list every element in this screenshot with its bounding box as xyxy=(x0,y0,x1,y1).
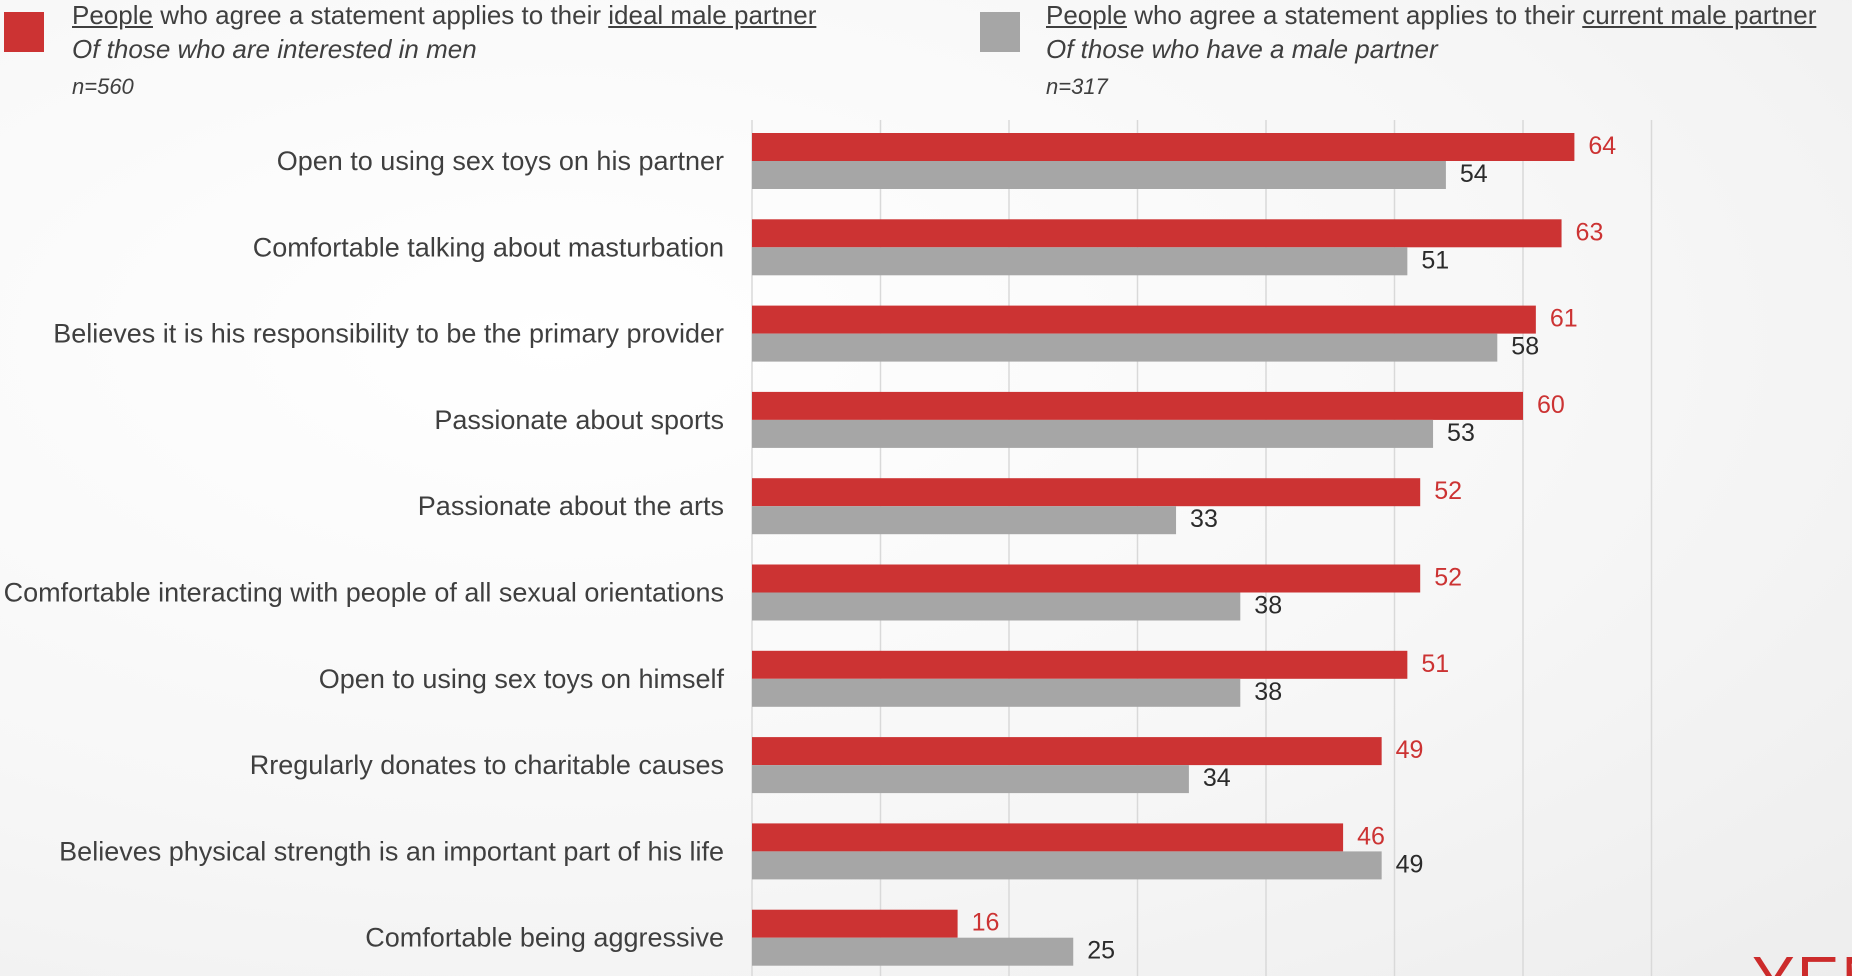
category-label: Comfortable talking about masturbation xyxy=(253,232,724,262)
bar-current xyxy=(752,161,1446,189)
legend-ideal-target: ideal male partner xyxy=(608,0,817,30)
legend-current-target: current male partner xyxy=(1582,0,1817,30)
value-label-current: 53 xyxy=(1447,419,1475,447)
category-label: Passionate about sports xyxy=(434,405,724,435)
value-label-ideal: 52 xyxy=(1434,477,1462,505)
value-label-ideal: 64 xyxy=(1588,132,1616,160)
category-label: Open to using sex toys on himself xyxy=(319,664,725,694)
bar-ideal xyxy=(752,737,1382,766)
bar-ideal xyxy=(752,909,958,938)
bar-current xyxy=(752,765,1189,794)
legend-current-title: People who agree a statement applies to … xyxy=(1046,0,1816,31)
category-label: Passionate about the arts xyxy=(418,491,724,521)
value-label-current: 58 xyxy=(1511,333,1539,361)
value-label-current: 54 xyxy=(1460,160,1488,188)
value-label-ideal: 52 xyxy=(1434,564,1462,592)
legend-current-text: who agree a statement applies to their xyxy=(1126,0,1583,30)
bar-current xyxy=(752,247,1408,276)
value-label-current: 34 xyxy=(1203,764,1231,792)
category-label: Comfortable being aggressive xyxy=(365,923,724,953)
bar-ideal xyxy=(752,823,1344,852)
value-label-ideal: 51 xyxy=(1421,650,1449,678)
bar-current xyxy=(752,678,1241,707)
category-label: Believes physical strength is an importa… xyxy=(59,836,724,866)
bar-ideal xyxy=(752,133,1575,161)
bar-ideal xyxy=(752,650,1408,679)
bar-ideal xyxy=(752,564,1421,593)
bar-current xyxy=(752,937,1074,966)
legend-swatch-current xyxy=(980,12,1020,52)
value-label-ideal: 63 xyxy=(1576,218,1604,246)
category-label: Open to using sex toys on his partner xyxy=(277,146,724,176)
value-label-ideal: 60 xyxy=(1537,391,1565,419)
bar-current xyxy=(752,419,1434,448)
value-label-current: 38 xyxy=(1254,678,1282,706)
bar-current xyxy=(752,333,1498,362)
value-label-current: 49 xyxy=(1396,850,1424,878)
bar-ideal xyxy=(752,305,1536,334)
bar-current xyxy=(752,506,1177,535)
bar-current xyxy=(752,592,1241,621)
bar-ideal xyxy=(752,478,1421,507)
legend-ideal-base: Of those who are interested in men xyxy=(72,34,477,64)
legend-swatch-ideal xyxy=(4,12,44,52)
brand-logo: YEN xyxy=(1752,942,1852,976)
value-label-ideal: 61 xyxy=(1550,305,1578,333)
value-label-current: 38 xyxy=(1254,592,1282,620)
value-label-current: 51 xyxy=(1421,246,1449,274)
legend-current-base: Of those who have a male partner xyxy=(1046,34,1438,64)
category-label: Believes it is his responsibility to be … xyxy=(53,319,724,349)
bar-ideal xyxy=(752,219,1562,248)
category-label: Comfortable interacting with people of a… xyxy=(4,578,724,608)
value-label-ideal: 49 xyxy=(1396,736,1424,764)
value-label-ideal: 16 xyxy=(972,909,1000,937)
legend-ideal-n: n=560 xyxy=(72,74,134,99)
legend-current-word: People xyxy=(1046,0,1127,30)
legend-ideal-text: who agree a statement applies to their xyxy=(152,0,609,30)
legend-current-n: n=317 xyxy=(1046,74,1108,99)
legend-ideal-title: People who agree a statement applies to … xyxy=(72,0,816,31)
value-label-current: 33 xyxy=(1190,505,1218,533)
bar-ideal xyxy=(752,391,1523,420)
value-label-current: 25 xyxy=(1087,937,1115,965)
legend-ideal-word: People xyxy=(72,0,153,30)
category-label: Rregularly donates to charitable causes xyxy=(250,750,724,780)
bar-current xyxy=(752,851,1382,880)
value-label-ideal: 46 xyxy=(1357,822,1385,850)
